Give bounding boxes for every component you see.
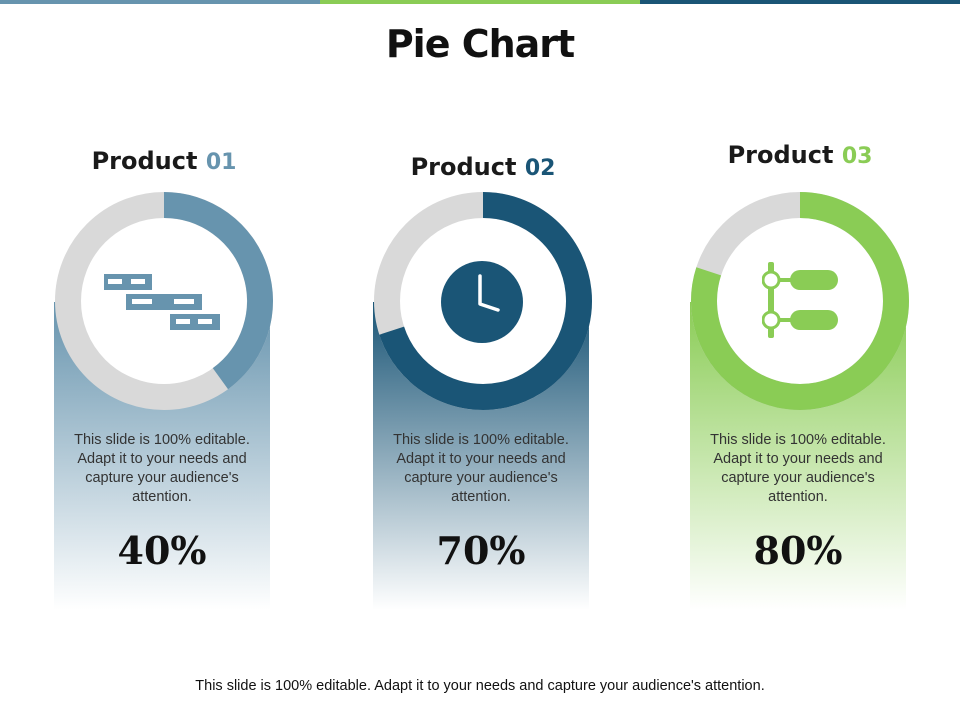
- product-title: Product 03: [650, 141, 950, 169]
- product-description: This slide is 100% editable. Adapt it to…: [74, 432, 250, 505]
- footer-note: This slide is 100% editable. Adapt it to…: [195, 678, 765, 694]
- slide-title: Pie Chart: [385, 22, 575, 66]
- product-number: 03: [841, 144, 873, 169]
- top-accent-bar: [0, 0, 960, 4]
- product-number: 01: [205, 150, 237, 175]
- percent-value: 70%: [436, 528, 526, 573]
- donut-slice-1: [163, 192, 273, 390]
- percent-value: 40%: [117, 528, 207, 573]
- donut-slice-3: [691, 192, 909, 410]
- top-accent-segment-1: [0, 0, 320, 4]
- product-description: This slide is 100% editable. Adapt it to…: [710, 432, 886, 505]
- donut-chart: [691, 192, 909, 410]
- product-card-2: Product 02 This slide is 100% editable. …: [373, 0, 592, 720]
- product-name: Product: [91, 147, 198, 175]
- top-accent-segment-2: [320, 0, 640, 4]
- product-card-3: Product 03 This slide is 100% editable. …: [690, 0, 909, 720]
- product-number: 02: [524, 156, 556, 181]
- donut-slice-2: [379, 192, 592, 410]
- product-description: This slide is 100% editable. Adapt it to…: [393, 432, 569, 505]
- top-accent-segment-3: [640, 0, 960, 4]
- product-title: Product 01: [14, 147, 314, 175]
- clock-icon: [441, 261, 523, 343]
- product-name: Product: [410, 153, 517, 181]
- product-card-1: Product 01 This slide is 100% editable. …: [54, 0, 273, 720]
- hierarchy-icon: [762, 262, 838, 338]
- percent-value: 80%: [753, 528, 843, 573]
- gantt-icon: [104, 274, 220, 330]
- product-name: Product: [727, 141, 834, 169]
- product-title: Product 02: [333, 153, 633, 181]
